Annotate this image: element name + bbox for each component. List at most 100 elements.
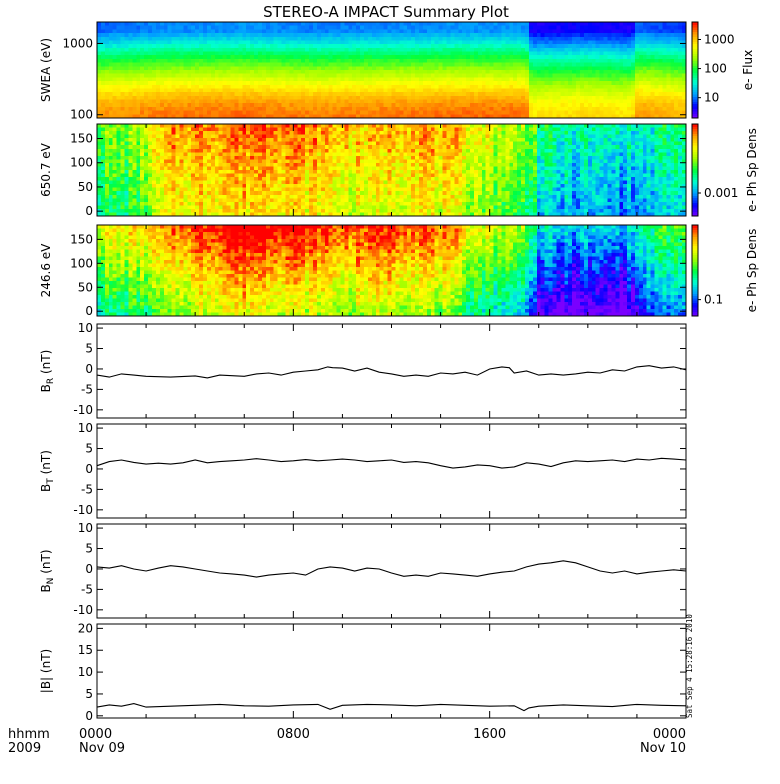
heatmap-cell — [144, 59, 149, 63]
heatmap-cell — [399, 44, 404, 48]
heatmap-cell — [105, 63, 110, 67]
heatmap-cell — [203, 156, 208, 160]
heatmap-cell — [250, 198, 255, 202]
heatmap-cell — [439, 29, 444, 33]
heatmap-cell — [101, 128, 106, 132]
heatmap-cell — [498, 81, 503, 85]
heatmap-cell — [615, 111, 620, 115]
heatmap-cell — [446, 81, 451, 85]
heatmap-cell — [486, 22, 491, 26]
heatmap-cell — [140, 209, 145, 213]
heatmap-cell — [576, 111, 581, 115]
heatmap-cell — [580, 111, 585, 115]
heatmap-cell — [124, 111, 129, 115]
heatmap-cell — [285, 74, 290, 78]
heatmap-cell — [572, 92, 577, 96]
heatmap-cell — [446, 88, 451, 92]
heatmap-cell — [494, 22, 499, 26]
heatmap-cell — [340, 63, 345, 67]
heatmap-cell — [584, 74, 589, 78]
heatmap-cell — [486, 63, 491, 67]
heatmap-cell — [466, 70, 471, 74]
heatmap-cell — [592, 44, 597, 48]
heatmap-cell — [160, 55, 165, 59]
heatmap-cell — [187, 48, 192, 52]
heatmap-cell — [529, 22, 534, 26]
heatmap-cell — [435, 22, 440, 26]
heatmap-cell — [659, 37, 664, 41]
heatmap-cell — [148, 22, 153, 26]
heatmap-cell — [168, 195, 173, 199]
heatmap-cell — [199, 29, 204, 33]
heatmap-cell — [266, 63, 271, 67]
heatmap-cell — [128, 124, 133, 128]
heatmap-cell — [113, 63, 118, 67]
heatmap-cell — [168, 188, 173, 192]
heatmap-cell — [262, 96, 267, 100]
heatmap-cell — [344, 100, 349, 104]
heatmap-cell — [168, 22, 173, 26]
heatmap-cell — [368, 88, 373, 92]
heatmap-cell — [384, 111, 389, 115]
heatmap-cell — [415, 81, 420, 85]
heatmap-cell — [215, 138, 220, 142]
heatmap-cell — [435, 44, 440, 48]
heatmap-cell — [207, 77, 212, 81]
heatmap-cell — [132, 48, 137, 52]
heatmap-cell — [132, 29, 137, 33]
heatmap-cell — [148, 33, 153, 37]
heatmap-cell — [183, 156, 188, 160]
heatmap-cell — [352, 29, 357, 33]
heatmap-cell — [537, 74, 542, 78]
heatmap-cell — [556, 100, 561, 104]
heatmap-cell — [478, 88, 483, 92]
heatmap-cell — [254, 100, 259, 104]
heatmap-cells-swea — [97, 22, 687, 119]
heatmap-cell — [325, 81, 330, 85]
heatmap-cell — [552, 92, 557, 96]
heatmap-cell — [113, 156, 118, 160]
heatmap-cell — [183, 111, 188, 115]
heatmap-cell — [227, 145, 232, 149]
heatmap-cell — [525, 100, 530, 104]
heatmap-cell — [148, 88, 153, 92]
heatmap-cell — [474, 33, 479, 37]
heatmap-cell — [238, 107, 243, 111]
heatmap-cell — [619, 96, 624, 100]
heatmap-cell — [639, 63, 644, 67]
heatmap-cell — [238, 81, 243, 85]
heatmap-cell — [117, 81, 122, 85]
heatmap-cell — [199, 174, 204, 178]
heatmap-cell — [231, 44, 236, 48]
heatmap-cell — [242, 81, 247, 85]
heatmap-cell — [176, 37, 181, 41]
heatmap-cell — [203, 22, 208, 26]
heatmap-cell — [446, 100, 451, 104]
heatmap-cell — [101, 184, 106, 188]
heatmap-cell — [340, 55, 345, 59]
heatmap-cell — [179, 202, 184, 206]
heatmap-cell — [505, 85, 510, 89]
heatmap-cell — [219, 128, 224, 132]
heatmap-cell — [462, 37, 467, 41]
heatmap-cell — [176, 181, 181, 185]
heatmap-cell — [384, 81, 389, 85]
heatmap-cell — [231, 55, 236, 59]
heatmap-cell — [568, 96, 573, 100]
heatmap-cell — [427, 26, 432, 30]
heatmap-cell — [611, 100, 616, 104]
heatmap-cell — [427, 37, 432, 41]
heatmap-cell — [568, 111, 573, 115]
heatmap-cell — [179, 177, 184, 181]
heatmap-cell — [541, 77, 546, 81]
heatmap-cell — [380, 88, 385, 92]
heatmap-cell — [187, 145, 192, 149]
heatmap-cell — [470, 74, 475, 78]
heatmap-cell — [179, 26, 184, 30]
heatmap-cell — [419, 81, 424, 85]
heatmap-cell — [600, 33, 605, 37]
heatmap-cell — [258, 111, 263, 115]
heatmap-cell — [105, 205, 110, 209]
heatmap-cell — [431, 100, 436, 104]
heatmap-cell — [525, 26, 530, 30]
